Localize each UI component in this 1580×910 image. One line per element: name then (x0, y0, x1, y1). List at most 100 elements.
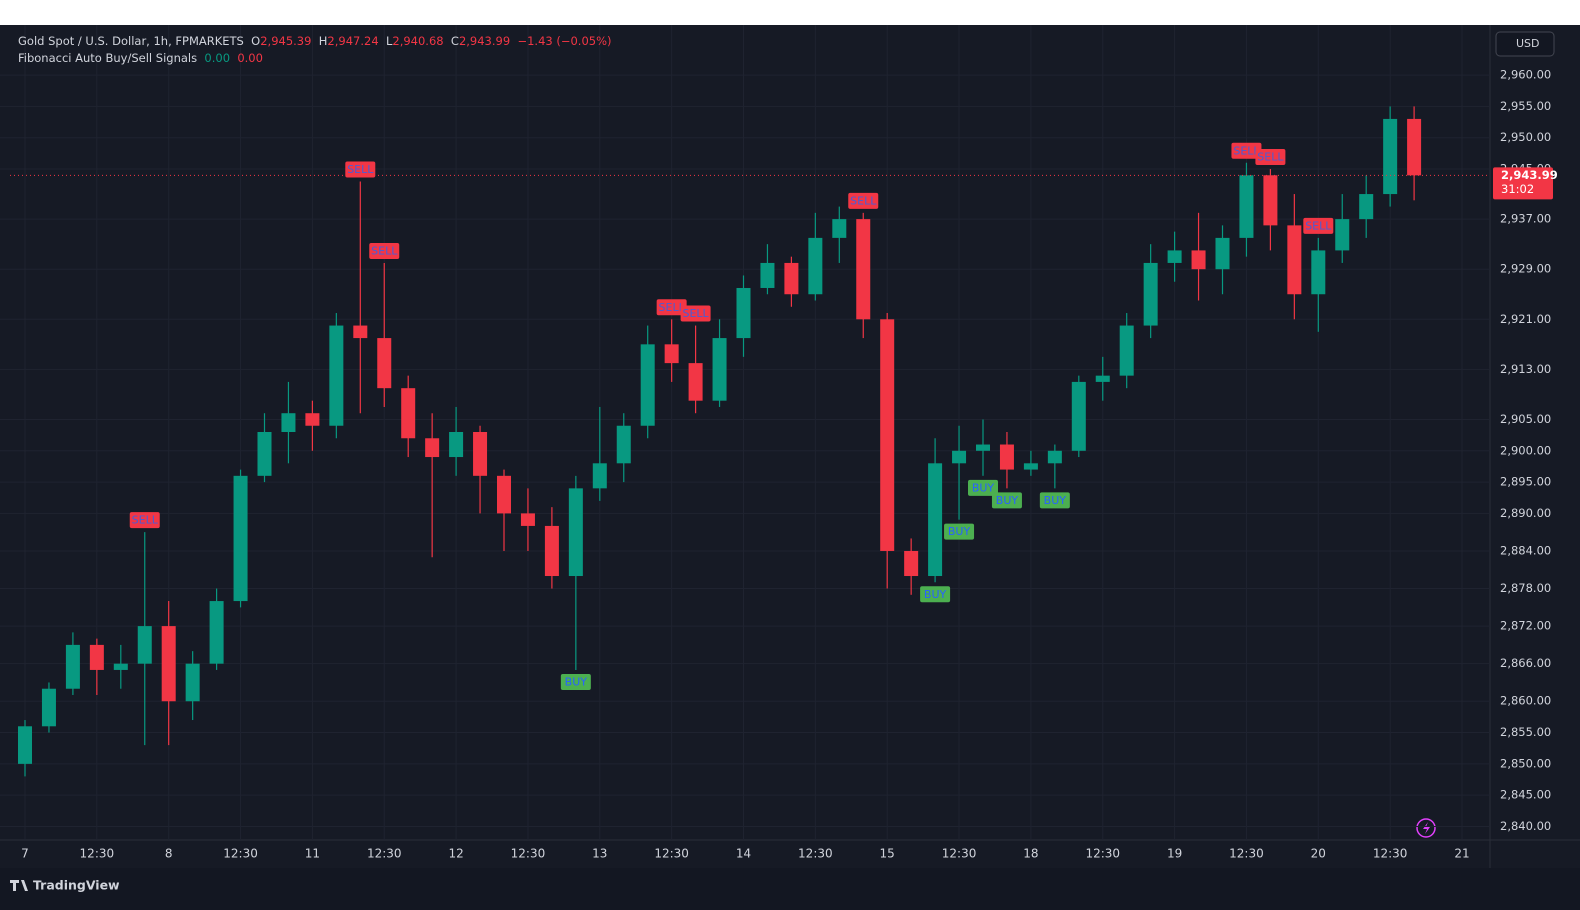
x-tick-label: 12:30 (798, 847, 833, 861)
brand: TradingView (33, 878, 120, 893)
candle-body (1359, 194, 1374, 220)
candle-body (209, 601, 224, 664)
candle-body (473, 432, 488, 476)
candle-body (688, 363, 703, 401)
o-key: O (251, 34, 261, 48)
ind-v1: 0.00 (204, 51, 231, 65)
logo (10, 880, 28, 891)
y-tick-label: 2,895.00 (1500, 475, 1551, 489)
signal-box (345, 161, 376, 178)
candle-body (1167, 250, 1182, 263)
candle-body (137, 626, 152, 664)
signal-box (680, 305, 711, 322)
candle-body (999, 444, 1014, 470)
x-tick-label: 15 (880, 847, 895, 861)
signal-box (968, 479, 998, 496)
x-tick-label: 12:30 (1085, 847, 1120, 861)
candle-body (425, 438, 440, 458)
candle-body (1239, 175, 1254, 238)
signal-label: BUY (948, 525, 971, 538)
lightning-icon[interactable] (1416, 818, 1436, 838)
signal-box (991, 492, 1022, 509)
x-tick-label: 21 (1454, 847, 1469, 861)
candle-body (233, 475, 248, 602)
x-tick-label: 12:30 (80, 847, 115, 861)
signal-label: BUY (996, 494, 1019, 507)
candle-body (928, 463, 943, 577)
candle-body (1095, 375, 1110, 382)
candle-body (952, 450, 967, 464)
candle-body (497, 475, 511, 514)
candle-body (856, 219, 871, 320)
candle-body (760, 262, 775, 288)
candle-body (305, 413, 320, 426)
x-tick-label: 12:30 (223, 847, 258, 861)
candle-body (161, 626, 176, 702)
candle-body (736, 287, 751, 339)
signal-label: SELL (371, 244, 398, 257)
lightning-glyph (1423, 822, 1430, 834)
h-val: 2,947.24 (327, 34, 379, 48)
symbol: Gold Spot / U.S. Dollar, 1h, FPMARKETS (18, 34, 244, 48)
countdown: 31:02 (1501, 182, 1534, 196)
candle-body (976, 444, 990, 451)
candle-body (640, 344, 655, 426)
x-tick-label: 11 (305, 847, 320, 861)
candle-body (329, 325, 344, 426)
h-key: H (318, 34, 328, 48)
y-tick-label: 2,840.00 (1500, 819, 1551, 833)
c-key: C (450, 34, 459, 48)
x-tick-label: 12:30 (367, 847, 402, 861)
candle-body (1407, 118, 1422, 176)
signal-label: SELL (682, 307, 709, 320)
indicator-line: Fibonacci Auto Buy/Sell Signals 0.00 0.0… (18, 51, 263, 65)
y-tick-label: 2,929.00 (1500, 262, 1551, 276)
x-tick-label: 19 (1167, 847, 1182, 861)
candle-body (784, 262, 799, 295)
legend-line: Gold Spot / U.S. Dollar, 1h, FPMARKETS O… (18, 34, 612, 48)
x-tick-label: 18 (1023, 847, 1038, 861)
y-tick-label: 2,955.00 (1500, 99, 1551, 113)
y-tick-label: 2,890.00 (1500, 506, 1551, 520)
signal-label: SELL (659, 301, 686, 314)
y-tick-label: 2,845.00 (1500, 788, 1551, 802)
signal-box (1303, 217, 1334, 234)
l-key: L (385, 34, 393, 48)
y-tick-label: 2,872.00 (1500, 619, 1551, 633)
candle-body (281, 413, 296, 432)
candle-body (1047, 450, 1062, 464)
signal-box (369, 242, 400, 259)
candle-body (1215, 237, 1230, 270)
candle-body (401, 388, 416, 439)
signal-label: BUY (924, 588, 947, 601)
currency-button[interactable] (1495, 31, 1555, 57)
x-tick-label: 12:30 (1229, 847, 1264, 861)
candle-body (1263, 175, 1278, 226)
o-val: 2,945.39 (260, 34, 312, 48)
candle-body (664, 344, 679, 364)
y-tick-label: 2,950.00 (1500, 130, 1551, 144)
candle-body (1191, 250, 1206, 270)
candle-body (113, 663, 128, 670)
candle-body (18, 726, 32, 764)
y-tick-label: 2,905.00 (1500, 412, 1551, 426)
signal-box (1231, 142, 1262, 159)
x-tick-label: 14 (736, 847, 751, 861)
y-tick-label: 2,960.00 (1500, 68, 1551, 82)
x-tick-label: 12:30 (1373, 847, 1408, 861)
y-tick-label: 2,913.00 (1500, 362, 1551, 376)
candle-body (832, 219, 847, 238)
signal-label: SELL (347, 163, 374, 176)
candle-body (712, 338, 727, 401)
y-tick-label: 2,855.00 (1500, 725, 1551, 739)
candle-body (520, 513, 535, 526)
x-tick-label: 20 (1311, 847, 1326, 861)
signal-box (656, 299, 687, 316)
x-tick-label: 12 (448, 847, 463, 861)
candle-body (257, 432, 272, 476)
signal-label: BUY (1044, 494, 1067, 507)
signal-label: SELL (1305, 219, 1332, 232)
candle-body (377, 338, 392, 389)
